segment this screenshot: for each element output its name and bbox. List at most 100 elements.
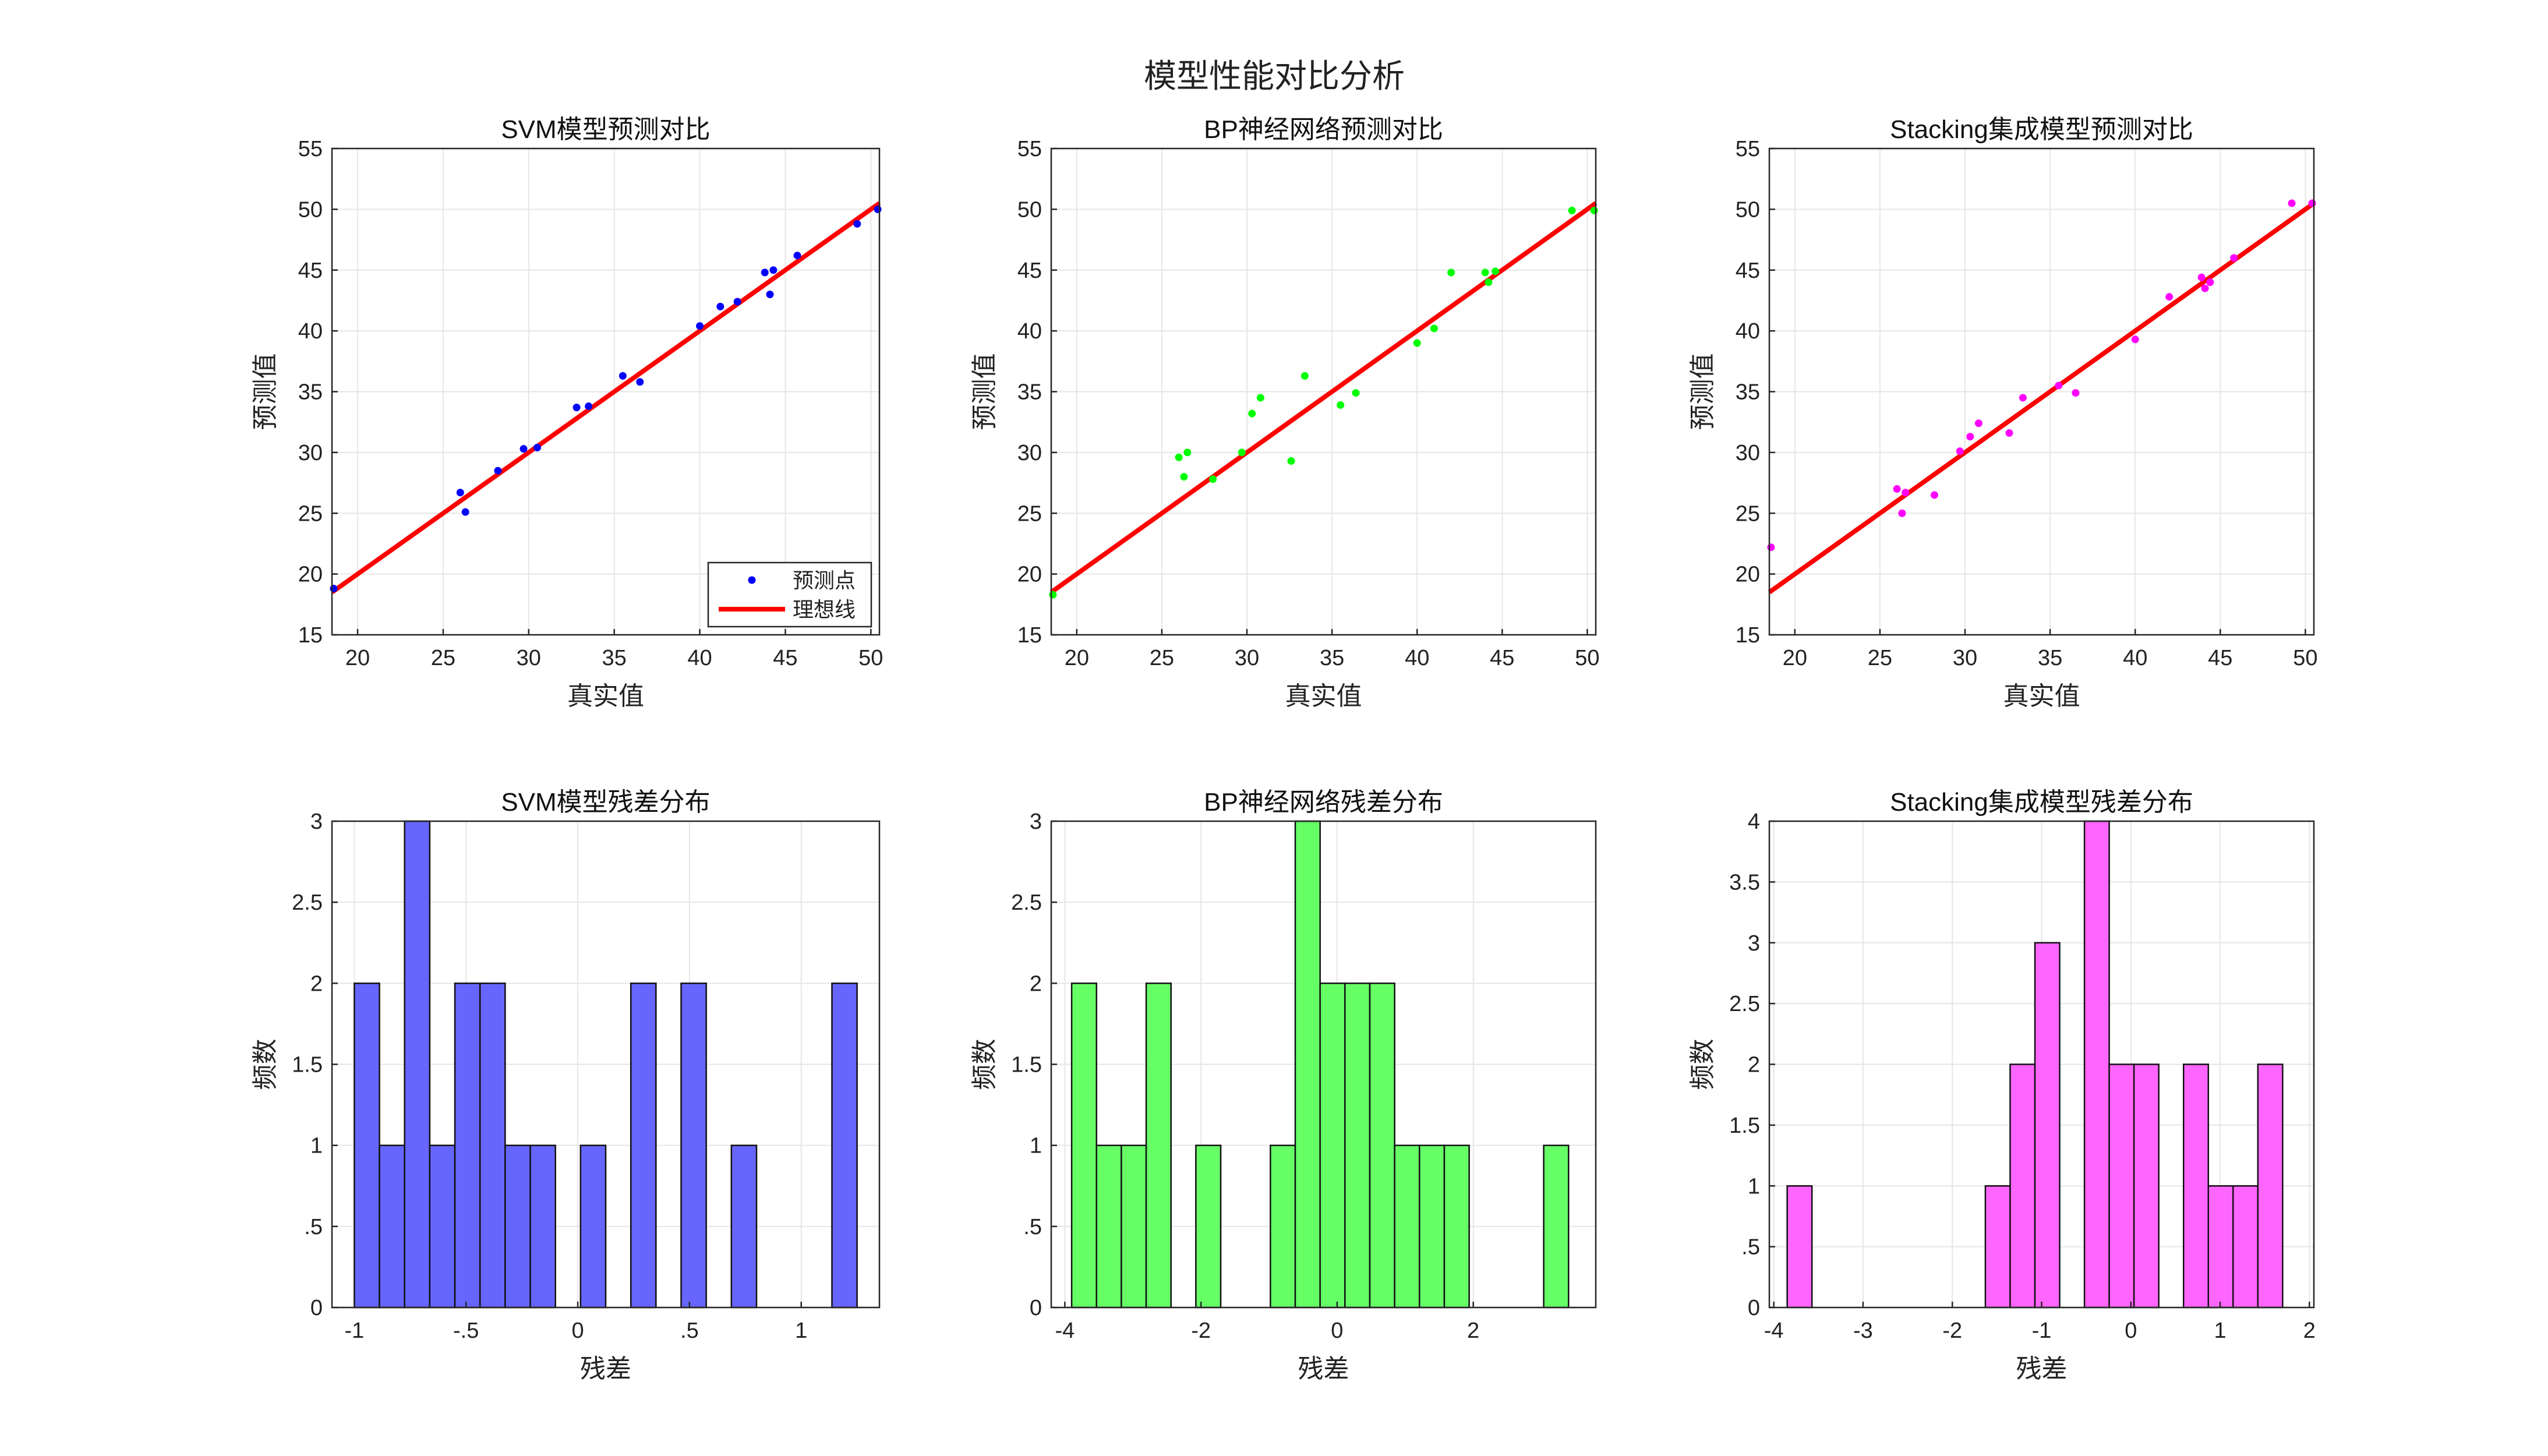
y-tick-label: 1 <box>1030 1134 1042 1158</box>
histogram-bar <box>2182 1063 2209 1309</box>
histogram-bar <box>2133 1063 2160 1309</box>
x-tick-label: 30 <box>1953 646 1977 670</box>
data-point <box>585 402 593 411</box>
y-axis-label: 预测值 <box>970 354 999 430</box>
x-tick-label: 45 <box>773 646 797 670</box>
data-point <box>2230 254 2238 262</box>
data-point <box>1180 473 1188 481</box>
x-tick-label: 40 <box>1405 646 1429 670</box>
y-tick-label: 30 <box>1017 441 1042 465</box>
data-point <box>1300 372 1309 380</box>
y-tick-label: 35 <box>1736 380 1760 405</box>
subplot-title: BP神经网络预测对比 <box>1204 115 1443 144</box>
x-tick-label: -.5 <box>453 1319 479 1343</box>
x-tick-label: -4 <box>1055 1319 1075 1343</box>
x-tick-label: 25 <box>1150 646 1174 670</box>
y-tick-label: 50 <box>298 197 323 222</box>
y-tick-label: 45 <box>1736 259 1760 283</box>
data-point <box>1175 453 1183 461</box>
data-point <box>1447 268 1455 277</box>
data-point <box>1337 401 1345 409</box>
histogram-bar <box>1319 983 1346 1309</box>
histogram-bars <box>354 820 858 1309</box>
data-point <box>2005 429 2013 437</box>
data-point <box>696 322 704 330</box>
histogram-bar <box>379 1144 405 1309</box>
ideal-line <box>330 201 881 595</box>
data-point <box>1767 543 1775 552</box>
data-point <box>1430 324 1438 333</box>
legend-label: 预测点 <box>793 569 856 593</box>
scatter-series <box>330 201 882 595</box>
y-tick-label: 25 <box>298 501 323 526</box>
subplot-3: 20 25 30 35 40 45 50 15 20 25 30 35 40 45 50 55 Stacking… <box>1688 115 2318 711</box>
ticks: 20 25 30 35 40 45 50 15 20 25 30 35 40 45 50 55 <box>298 137 884 670</box>
data-point <box>793 252 801 260</box>
x-tick-label: 1 <box>2214 1319 2226 1343</box>
data-point <box>1481 268 1489 277</box>
x-tick-label: 35 <box>1320 646 1344 670</box>
x-tick-label: -1 <box>2032 1319 2052 1343</box>
histogram-bar <box>1121 1144 1147 1309</box>
histogram-bar <box>1095 1144 1122 1309</box>
x-tick-label: 0 <box>1331 1319 1343 1343</box>
data-point <box>766 291 774 298</box>
y-tick-label: 2.5 <box>292 890 323 915</box>
data-point <box>1966 433 1974 441</box>
data-point <box>853 220 861 228</box>
histogram-bar <box>2108 1063 2135 1309</box>
data-point <box>2288 199 2296 207</box>
histogram-bar <box>680 983 707 1309</box>
x-axis-label: 残差 <box>1298 1354 1349 1384</box>
histogram-bars <box>1070 820 1570 1309</box>
data-point <box>1974 419 1982 427</box>
data-point <box>636 378 644 386</box>
y-tick-label: 30 <box>298 441 323 465</box>
x-tick-label: 50 <box>2293 646 2317 670</box>
y-tick-label: 25 <box>1736 501 1760 526</box>
histogram-bar <box>630 983 657 1309</box>
y-tick-label: 20 <box>298 563 323 587</box>
histogram-bar <box>1145 983 1172 1309</box>
data-point <box>1930 491 1938 499</box>
data-point <box>761 268 769 277</box>
ticks: 20 25 30 35 40 45 50 15 20 25 30 35 40 45 50 55 <box>1736 137 2318 670</box>
y-tick-label: 15 <box>298 623 323 648</box>
data-point <box>2308 199 2316 207</box>
histogram-bar <box>429 1144 456 1309</box>
legend-label: 理想线 <box>793 598 856 622</box>
data-point <box>1049 591 1057 599</box>
data-point <box>1248 409 1256 418</box>
x-tick-label: 25 <box>431 646 455 670</box>
y-tick-label: 2 <box>1030 971 1042 996</box>
x-tick-label: 25 <box>1868 646 1892 670</box>
data-point <box>1898 509 1906 517</box>
histogram-bar <box>1984 1185 2011 1309</box>
y-tick-label: 40 <box>298 319 323 344</box>
y-tick-label: 3 <box>310 810 323 834</box>
data-point <box>1256 394 1264 402</box>
data-point <box>2019 394 2027 402</box>
data-point <box>1209 475 1217 483</box>
x-tick-label: 35 <box>2038 646 2062 670</box>
data-point <box>1413 339 1421 347</box>
histogram-bar <box>1294 820 1321 1309</box>
x-tick-label: 20 <box>1783 646 1807 670</box>
y-axis-label: 预测值 <box>1688 354 1717 430</box>
data-point <box>330 585 338 593</box>
ideal-line <box>1768 201 2316 595</box>
data-point <box>2197 273 2206 281</box>
y-tick-label: 3 <box>1748 931 1760 956</box>
histogram-bar <box>1369 983 1395 1309</box>
data-point <box>1183 448 1192 457</box>
histogram-bar <box>404 820 431 1309</box>
data-point <box>733 298 741 306</box>
histogram-bar <box>1543 1144 1570 1309</box>
y-tick-label: 40 <box>1017 319 1042 344</box>
x-tick-label: 1 <box>795 1319 807 1343</box>
x-tick-label: 0 <box>2125 1319 2137 1343</box>
y-tick-label: 55 <box>298 137 323 161</box>
y-tick-label: 40 <box>1736 319 1760 344</box>
data-point <box>533 444 541 452</box>
